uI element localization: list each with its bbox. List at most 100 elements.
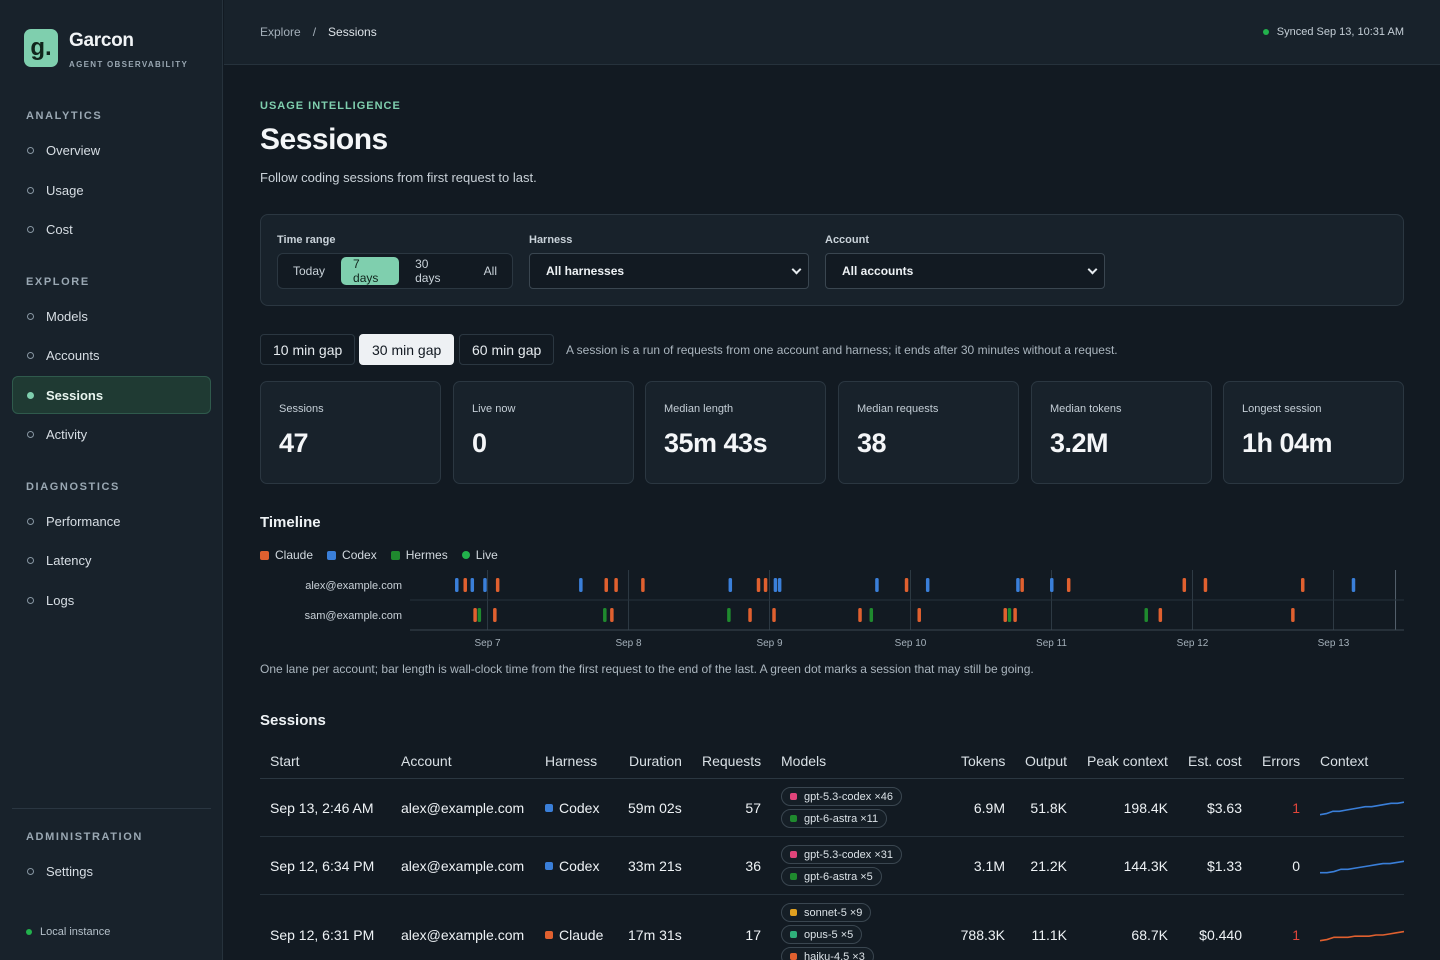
sessions-table-title: Sessions [260, 712, 326, 729]
sidebar-item-sessions[interactable]: Sessions [12, 376, 211, 414]
bullet-icon [27, 596, 34, 604]
sidebar-item-settings[interactable]: Settings [12, 852, 211, 890]
day-tick-label: Sep 10 [895, 638, 927, 649]
cell-peak-context: 68.7K [1131, 927, 1168, 943]
brand[interactable]: g. Garcon AGENT OBSERVABILITY [24, 29, 188, 69]
session-bar [483, 578, 487, 592]
col-tokens[interactable]: Tokens [961, 753, 1006, 769]
cell-est-cost: $3.63 [1206, 800, 1242, 816]
session-bar [1291, 608, 1295, 622]
account-select-value: All accounts [842, 264, 914, 278]
time-range-all[interactable]: All [483, 264, 497, 278]
session-bar [748, 608, 752, 622]
bullet-icon [27, 867, 34, 875]
session-bar [1203, 578, 1208, 592]
time-range-30-days[interactable]: 30 days [415, 257, 441, 285]
model-chip-label: gpt-6-astra ×11 [804, 812, 879, 825]
session-bar [777, 578, 782, 592]
nav-section-analytics: ANALYTICS [26, 110, 103, 122]
codex-harness-icon [545, 804, 553, 812]
table-row[interactable]: Sep 12, 6:31 PM alex@example.com Claude … [260, 895, 1404, 960]
table-row[interactable]: Sep 12, 6:34 PM alex@example.com Codex 3… [260, 837, 1404, 895]
breadcrumb-explore[interactable]: Explore [260, 25, 301, 39]
chevron-down-icon [791, 264, 802, 275]
sidebar-item-logs[interactable]: Logs [12, 581, 211, 619]
sidebar-item-label: Logs [46, 592, 75, 608]
kpi-card-sessions: Sessions 47 [260, 381, 441, 484]
bullet-icon [27, 391, 34, 399]
col-models[interactable]: Models [781, 753, 827, 769]
kpi-value: 0 [472, 428, 487, 458]
session-bar [772, 608, 776, 622]
nav-section-administration: ADMINISTRATION [26, 831, 143, 843]
page-title: Sessions [260, 123, 388, 156]
kpi-value: 47 [279, 428, 309, 458]
account-select[interactable]: All accounts [825, 253, 1105, 289]
col-start[interactable]: Start [270, 753, 300, 769]
legend-claude: Claude [260, 548, 313, 562]
sparkline-path [1320, 860, 1404, 874]
model-color-icon [790, 909, 797, 916]
session-bar [1020, 578, 1024, 592]
cell-start: Sep 12, 6:34 PM [270, 858, 375, 874]
model-chip-label: sonnet-5 ×9 [804, 906, 863, 919]
legend-label: Codex [342, 548, 377, 562]
time-range-7-days[interactable]: 7 days [341, 257, 400, 285]
col-duration[interactable]: Duration [629, 753, 682, 769]
legend-hermes: Hermes [390, 548, 448, 562]
col-account[interactable]: Account [401, 753, 452, 769]
sidebar-item-label: Models [46, 308, 88, 324]
table-row[interactable]: Sep 13, 2:46 AM alex@example.com Codex 5… [260, 779, 1404, 837]
session-bar [1182, 578, 1187, 592]
gap-10-min-button[interactable]: 10 min gap [260, 334, 356, 365]
sidebar-item-usage[interactable]: Usage [12, 171, 211, 209]
kpi-card-median-requests: Median requests 38 [838, 381, 1019, 484]
page-eyebrow: USAGE INTELLIGENCE [260, 100, 401, 112]
page-description: Follow coding sessions from first reques… [260, 170, 537, 185]
col-output[interactable]: Output [1025, 753, 1068, 769]
sidebar-item-performance[interactable]: Performance [12, 502, 211, 540]
sidebar-item-label: Performance [46, 513, 121, 529]
sidebar-item-cost[interactable]: Cost [12, 210, 211, 248]
session-bar [1351, 578, 1356, 592]
model-chip-label: opus-5 ×5 [804, 928, 854, 941]
model-chip: gpt-5.3-codex ×31 [781, 845, 902, 864]
bullet-icon [27, 146, 34, 154]
model-chip-label: haiku-4.5 ×3 [804, 950, 865, 960]
day-tick-label: Sep 13 [1318, 638, 1350, 649]
sidebar-item-label: Sessions [46, 387, 104, 403]
sidebar-item-activity[interactable]: Activity [12, 415, 211, 453]
sidebar-item-latency[interactable]: Latency [12, 541, 211, 579]
sidebar-item-accounts[interactable]: Accounts [12, 336, 211, 374]
bullet-icon [27, 430, 34, 438]
cell-harness: Codex [545, 858, 599, 874]
kpi-card-live-now: Live now 0 [453, 381, 634, 484]
session-bar [614, 578, 618, 592]
cell-start: Sep 13, 2:46 AM [270, 800, 374, 816]
col-harness[interactable]: Harness [545, 753, 598, 769]
context-sparkline [1320, 860, 1404, 874]
account-label: Account [825, 234, 869, 246]
col-requests[interactable]: Requests [702, 753, 762, 769]
gap-30-min-button[interactable]: 30 min gap [359, 334, 455, 365]
sidebar-item-overview[interactable]: Overview [12, 131, 211, 169]
sidebar-item-models[interactable]: Models [12, 297, 211, 335]
time-range-toggle: Today 7 days 30 days All [277, 253, 513, 289]
session-bar [869, 608, 874, 622]
cell-requests: 36 [745, 858, 761, 874]
kpi-label: Longest session [1242, 403, 1322, 415]
col-errors[interactable]: Errors [1262, 753, 1301, 769]
time-range-today[interactable]: Today [293, 264, 326, 278]
col-context[interactable]: Context [1320, 753, 1369, 769]
harness-select[interactable]: All harnesses [529, 253, 809, 289]
bullet-icon [27, 312, 34, 320]
col-est-cost[interactable]: Est. cost [1188, 753, 1242, 769]
col-peak-context[interactable]: Peak context [1087, 753, 1168, 769]
kpi-label: Live now [472, 403, 516, 415]
bullet-icon [27, 186, 34, 194]
cell-tokens: 788.3K [960, 927, 1005, 943]
sidebar-item-label: Accounts [46, 347, 100, 363]
session-bar [917, 608, 921, 622]
cell-requests: 17 [745, 927, 761, 943]
gap-60-min-button[interactable]: 60 min gap [459, 334, 555, 365]
